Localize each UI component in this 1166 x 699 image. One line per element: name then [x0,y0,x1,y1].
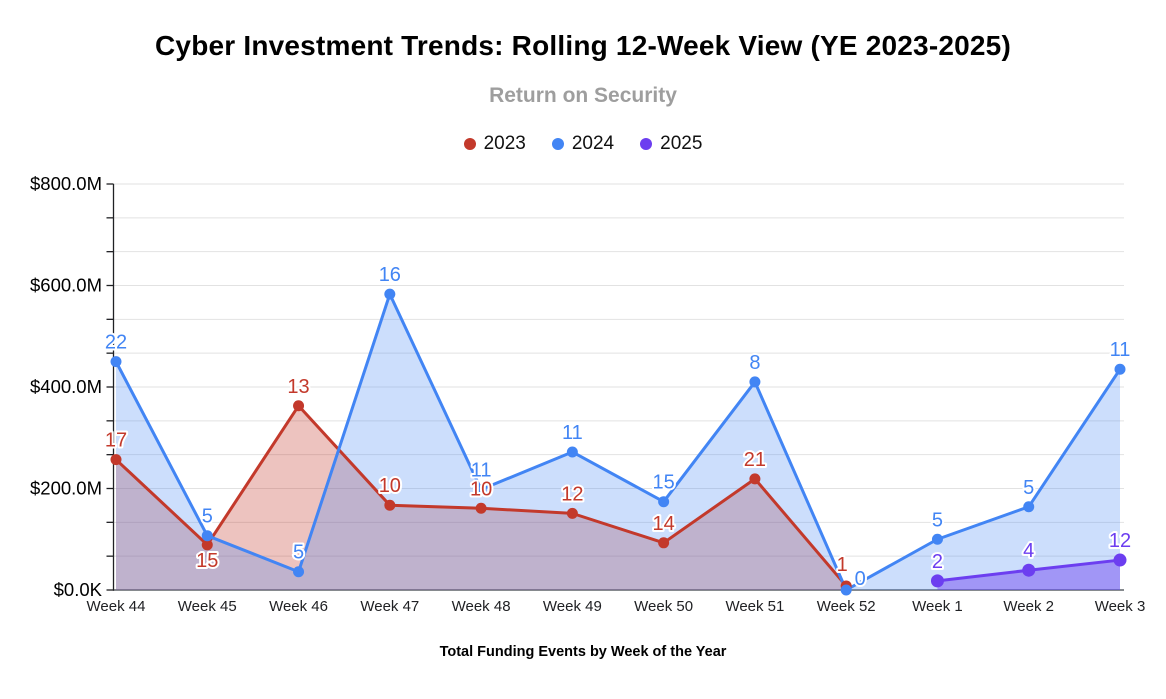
data-point-2024 [384,288,396,300]
x-category-label: Week 2 [1003,598,1054,615]
x-category-label: Week 50 [634,598,693,615]
y-tick-label: $800.0M [30,173,102,194]
data-label-2023: 17 [105,430,127,452]
data-label-2024: 11 [1110,339,1131,361]
y-tick-label: $0.0K [54,579,103,600]
data-label-2023: 21 [744,449,766,471]
data-label-2023: 13 [287,376,309,398]
data-point-2024 [658,496,670,508]
legend-item-2023: 2023 [463,133,526,155]
data-point-2025 [1022,563,1036,577]
x-category-label: Week 48 [452,598,511,615]
legend: 2023 2024 2025 [0,133,1166,155]
data-point-2023 [475,502,487,514]
data-point-2023 [658,537,670,549]
data-point-2023 [384,499,396,511]
x-axis-title: Total Funding Events by Week of the Year [439,644,727,660]
x-category-label: Week 45 [178,598,237,615]
legend-item-2024: 2024 [551,133,615,155]
data-point-2023 [201,539,213,551]
data-label-2023: 10 [470,478,492,500]
data-point-2023 [566,507,578,519]
data-label-2024: 11 [471,460,492,482]
legend-label-2024: 2024 [571,133,615,154]
data-point-2023 [749,473,761,485]
data-label-2024: 5 [293,542,304,564]
legend-item-2025: 2025 [640,133,702,155]
legend-label-2025: 2025 [660,133,703,154]
legend-dot-2024 [551,138,564,150]
chart-title: Cyber Investment Trends: Rolling 12-Week… [155,30,1011,61]
data-label-2024: 8 [749,352,760,374]
y-tick-label: $200.0M [30,478,102,499]
x-category-label: Week 47 [360,598,419,615]
chart-subtitle: Return on Security [489,84,677,107]
data-point-2025 [930,574,944,588]
data-label-2024: 15 [653,472,675,494]
data-label-2023: 14 [653,513,675,535]
data-point-2024 [201,530,213,542]
data-point-2023 [293,400,305,412]
data-label-2025: 12 [1109,530,1131,552]
data-point-2025 [1113,553,1127,567]
data-label-2024: 5 [1023,477,1034,499]
data-point-2024 [1114,363,1126,375]
x-category-label: Week 44 [87,598,146,615]
data-point-2023 [110,454,122,466]
series-line-2024 [114,292,1122,592]
data-label-2023: 12 [561,483,583,505]
data-point-2024 [110,356,122,368]
x-category-label: Week 3 [1095,598,1146,615]
data-label-2023: 10 [379,475,401,497]
data-label-2024: 5 [202,506,213,528]
data-label-2023: 1 [837,554,848,576]
x-category-label: Week 46 [269,598,328,615]
data-label-2024: 22 [105,332,127,354]
x-category-label: Week 1 [912,598,963,615]
data-point-2024 [293,566,305,578]
legend-label-2023: 2023 [483,133,526,154]
data-point-2024 [566,446,578,458]
data-point-2024 [840,584,852,596]
data-point-2024 [475,484,487,496]
data-label-2025: 2 [932,551,943,573]
data-point-2024 [931,533,943,545]
y-tick-label: $600.0M [30,275,102,296]
data-label-2025: 4 [1023,540,1034,562]
data-label-2024: 16 [379,264,401,286]
data-point-2024 [749,376,761,388]
x-category-label: Week 49 [543,598,602,615]
legend-dot-2025 [640,138,653,150]
data-label-2024: 5 [932,509,943,531]
y-tick-label: $400.0M [30,376,102,397]
data-point-2024 [1023,501,1035,513]
data-label-2024: 0 [855,568,866,590]
x-category-label: Week 51 [725,598,784,615]
data-label-2023: 15 [196,550,218,572]
legend-dot-2023 [463,138,476,150]
data-label-2024: 11 [562,422,583,444]
x-category-label: Week 52 [817,598,876,615]
